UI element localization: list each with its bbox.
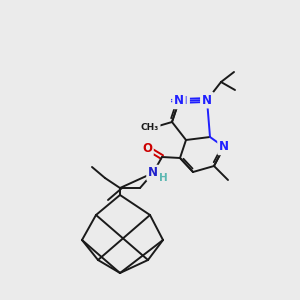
Text: N: N (202, 94, 212, 106)
Text: O: O (142, 142, 152, 154)
Text: N: N (174, 94, 184, 107)
Text: CH₃: CH₃ (141, 122, 159, 131)
Text: =N: =N (170, 96, 188, 106)
Text: H: H (159, 173, 167, 183)
Text: N: N (202, 94, 212, 106)
Text: N: N (148, 167, 158, 179)
Text: N: N (219, 140, 229, 154)
